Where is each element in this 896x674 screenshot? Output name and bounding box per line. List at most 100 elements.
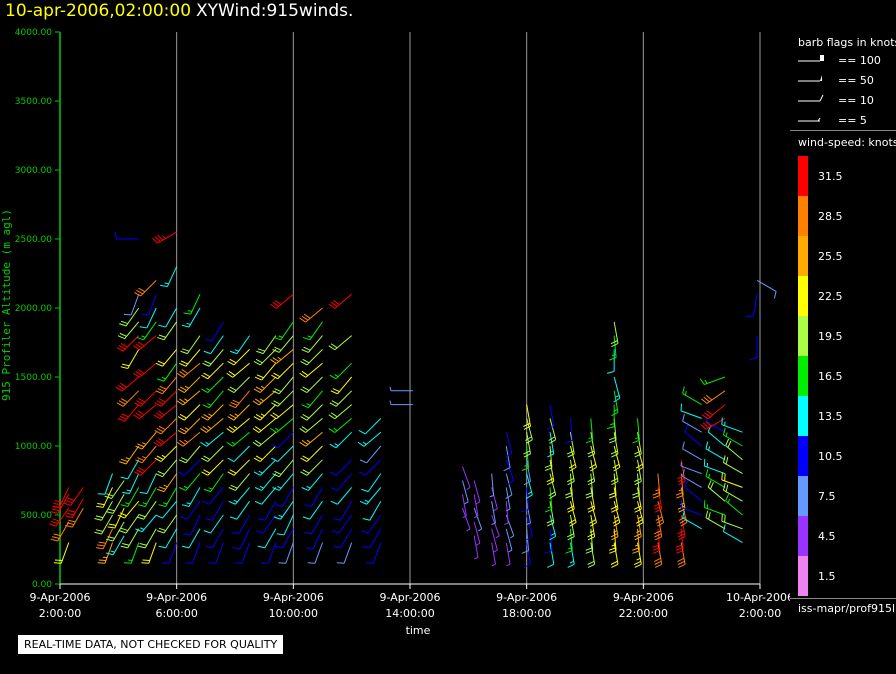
wind-barb [97, 473, 113, 495]
barb-flag [118, 400, 126, 405]
barb-flag [654, 533, 662, 538]
barb-flag [567, 481, 575, 486]
wind-barb [105, 535, 125, 556]
barb-staff [101, 514, 113, 535]
y-tick-label: 500.00 [21, 511, 53, 521]
barb-half-flag [125, 457, 130, 460]
barb-flag [302, 469, 310, 474]
barb-staff [163, 362, 178, 382]
barb-flag [94, 531, 102, 535]
wind-barb [613, 376, 621, 403]
barb-staff [259, 445, 277, 462]
barb-staff [206, 418, 224, 433]
wind-barb [270, 418, 294, 433]
barb-flag [227, 416, 235, 421]
wind-barb [299, 362, 323, 378]
wind-barb [678, 501, 688, 527]
barb-staff [309, 321, 323, 341]
wind-barb [253, 376, 277, 393]
barb-half-flag [258, 470, 263, 474]
barb-staff [569, 459, 575, 482]
wind-barb [634, 487, 642, 513]
barb-flag [119, 530, 127, 534]
barb-flag [722, 524, 726, 532]
wind-barb [632, 473, 640, 499]
barb-half-flag [636, 557, 641, 561]
wind-barb [141, 294, 157, 316]
barb-staff [186, 500, 201, 520]
wind-barb [307, 542, 323, 564]
barb-half-flag [464, 501, 469, 505]
barb-flag [565, 492, 573, 496]
barb-flag [361, 488, 369, 493]
wind-barb [63, 487, 84, 506]
wind-barb [358, 459, 382, 476]
barb-flag [652, 547, 660, 551]
barb-flag [682, 469, 685, 477]
wind-barb [361, 473, 382, 493]
wind-barb [299, 418, 323, 433]
barb-flag [634, 533, 642, 538]
barb-flag [139, 326, 148, 329]
wind-barb [177, 459, 201, 476]
wind-barb [177, 404, 201, 421]
barb-flag [611, 481, 619, 486]
barb-half-flag [142, 456, 147, 459]
barb-half-flag [142, 502, 147, 505]
barb-half-flag [613, 409, 618, 412]
barb-flag [138, 467, 146, 472]
barb-staff [163, 473, 178, 492]
barb-staff [259, 459, 277, 476]
barb-staff [124, 321, 140, 339]
barb-staff [206, 431, 224, 447]
wind-barb [725, 494, 743, 516]
wind-barb [525, 473, 533, 500]
barb-staff [235, 487, 250, 505]
speed-bin-label: 10.5 [818, 450, 843, 463]
wind-barb [50, 521, 70, 542]
barb-half-flag [506, 508, 511, 512]
barb-staff [657, 473, 661, 496]
barb-flag [138, 545, 146, 549]
barb-staff [162, 376, 178, 395]
barb-half-flag [183, 485, 189, 489]
barb-flag [138, 504, 146, 507]
barb-flag [680, 522, 688, 527]
wind-barb [473, 480, 481, 505]
barb-flag [117, 514, 125, 519]
barb-half-flag [504, 522, 509, 525]
barb-flag [157, 388, 165, 393]
barb-flag [98, 541, 106, 544]
barb-flag [632, 550, 640, 554]
barb-flag [52, 536, 60, 539]
barb-staff [756, 279, 777, 292]
barb-staff [258, 431, 277, 447]
barb-flag [611, 343, 619, 348]
x-tick-labels: 9-Apr-2006 2:00:00 9-Apr-2006 6:00:00 9-Apr-… [29, 584, 790, 620]
wind-barb [202, 349, 224, 367]
barb-staff [124, 500, 140, 519]
wind-barb [183, 514, 201, 536]
barb-staff [277, 445, 294, 462]
barb-flag [677, 478, 685, 483]
wind-barb [725, 438, 743, 461]
barb-staff [307, 335, 323, 353]
barb-flag [587, 453, 595, 458]
barb-staff [141, 431, 157, 450]
barb-staff [112, 535, 125, 556]
wind-barb [233, 528, 251, 550]
wind-barb [568, 501, 577, 527]
barb-half-flag [234, 349, 239, 352]
wind-barb [122, 473, 140, 495]
wind-barb [505, 459, 515, 486]
wind-barb [133, 362, 157, 378]
wind-barb [65, 498, 84, 518]
barb-flag [299, 428, 306, 433]
barb-flag [179, 398, 186, 404]
barb-flag [180, 516, 188, 520]
wind-barb [565, 528, 573, 554]
barb-half-flag [462, 515, 467, 519]
barb-flag [302, 516, 311, 520]
wind-barb [609, 335, 617, 361]
barb-flag [330, 343, 338, 349]
